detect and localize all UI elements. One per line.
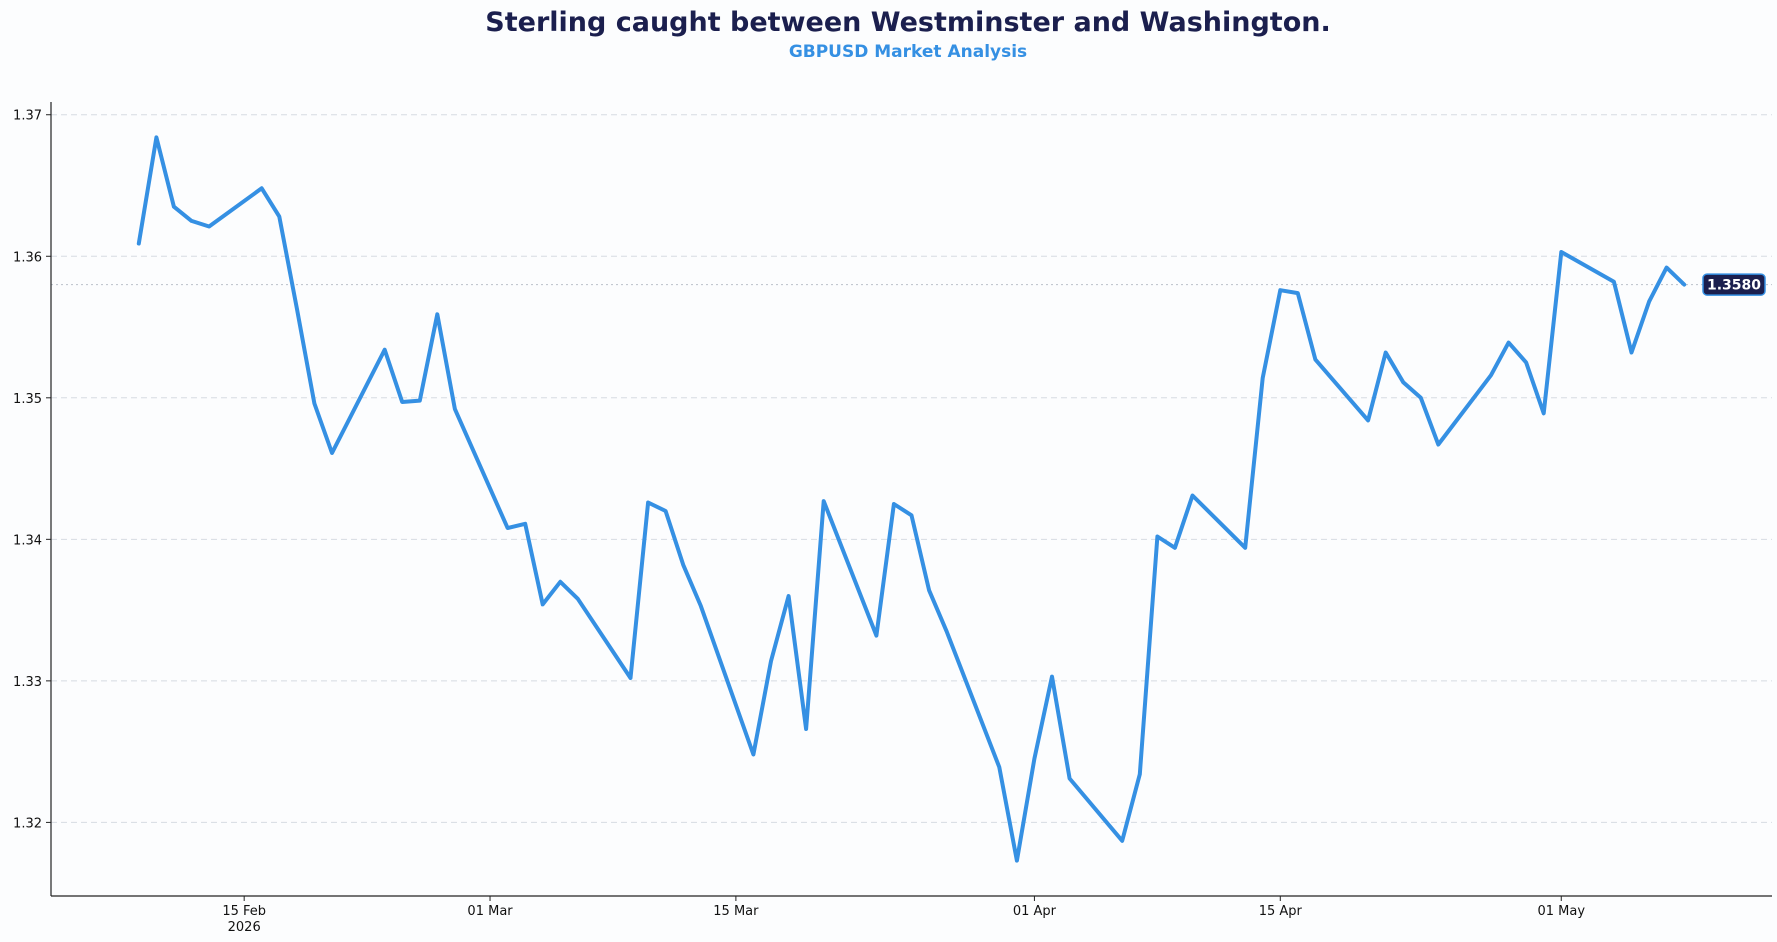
data-point-43	[1173, 546, 1177, 550]
x-tick-label-1: 01 Mar	[467, 904, 513, 919]
data-point-21	[646, 501, 650, 505]
data-point-18	[558, 580, 562, 584]
x-tick-label-4: 15 Apr	[1259, 904, 1303, 919]
data-point-59	[1559, 250, 1563, 254]
data-point-20	[629, 676, 633, 680]
data-point-49	[1313, 358, 1317, 362]
data-point-31	[892, 502, 896, 506]
data-point-45	[1243, 546, 1247, 550]
data-point-52	[1401, 380, 1405, 384]
data-point-51	[1384, 351, 1388, 355]
data-point-63	[1665, 266, 1669, 270]
data-point-5	[260, 186, 264, 190]
data-point-27	[787, 594, 791, 598]
y-tick-label-2: 1.34	[13, 533, 42, 548]
data-point-57	[1524, 360, 1528, 364]
data-point-48	[1296, 291, 1300, 295]
data-point-40	[1120, 839, 1124, 843]
y-tick-label-0: 1.32	[13, 816, 42, 831]
data-point-19	[576, 597, 580, 601]
data-point-26	[769, 659, 773, 663]
last-value-label: 1.3580	[1707, 278, 1761, 294]
data-point-28	[804, 727, 808, 731]
y-axis-ticks: 1.32 1.33 1.34 1.35 1.36 1.37	[13, 109, 51, 831]
data-point-17	[541, 602, 545, 606]
x-tick-sublabel-0: 2026	[228, 920, 261, 935]
data-point-22	[664, 509, 668, 513]
data-point-47	[1278, 288, 1282, 292]
data-point-10	[383, 348, 387, 352]
last-value-badge: 1.3580	[1702, 273, 1766, 296]
data-point-32	[910, 513, 914, 517]
data-point-61	[1630, 351, 1634, 355]
last-value-badge-box	[1702, 273, 1766, 296]
data-point-50	[1366, 418, 1370, 422]
x-tick-label-2: 15 Mar	[713, 904, 759, 919]
data-point-62	[1647, 300, 1651, 304]
data-point-36	[1015, 859, 1019, 863]
data-point-16	[523, 522, 527, 526]
data-point-23	[681, 563, 685, 567]
data-point-6	[277, 215, 281, 219]
data-point-39	[1068, 777, 1072, 781]
data-point-64	[1682, 283, 1686, 287]
gridlines	[51, 114, 1772, 823]
data-point-30	[874, 634, 878, 638]
chart-title: Sterling caught between Westminster and …	[485, 7, 1330, 38]
y-tick-label-4: 1.36	[13, 250, 42, 265]
data-point-9	[330, 451, 334, 455]
data-point-38	[1050, 675, 1054, 679]
series-line-gbpusd	[136, 135, 1687, 863]
data-point-3	[190, 219, 194, 223]
chart-subtitle: GBPUSD Market Analysis	[789, 42, 1027, 62]
data-point-42	[1155, 535, 1159, 539]
data-point-37	[1032, 757, 1036, 761]
x-tick-label-0: 15 Feb	[222, 904, 266, 919]
data-point-46	[1261, 376, 1265, 380]
data-point-44	[1191, 494, 1195, 498]
data-point-34	[945, 629, 949, 633]
data-point-35	[997, 765, 1001, 769]
data-point-58	[1542, 411, 1546, 415]
data-point-7	[295, 307, 299, 311]
data-point-12	[418, 399, 422, 403]
data-point-15	[506, 526, 510, 530]
data-point-41	[1138, 772, 1142, 776]
data-point-55	[1489, 373, 1493, 377]
data-point-56	[1507, 341, 1511, 345]
data-point-8	[312, 402, 316, 406]
data-point-53	[1419, 396, 1423, 400]
y-tick-label-1: 1.33	[13, 675, 42, 690]
data-point-14	[453, 407, 457, 411]
x-tick-label-5: 01 May	[1537, 904, 1585, 919]
data-point-4	[207, 225, 211, 229]
data-point-11	[400, 400, 404, 404]
data-point-24	[699, 604, 703, 608]
data-point-60	[1612, 280, 1616, 284]
data-point-2	[172, 205, 176, 209]
y-tick-label-3: 1.35	[13, 392, 42, 407]
data-point-1	[154, 135, 158, 139]
data-point-25	[751, 753, 755, 757]
data-point-54	[1436, 443, 1440, 447]
y-tick-label-5: 1.37	[13, 109, 42, 124]
data-point-13	[435, 312, 439, 316]
data-point-29	[822, 499, 826, 503]
data-point-0	[137, 242, 141, 246]
data-point-33	[927, 588, 931, 592]
x-tick-label-3: 01 Apr	[1013, 904, 1057, 919]
